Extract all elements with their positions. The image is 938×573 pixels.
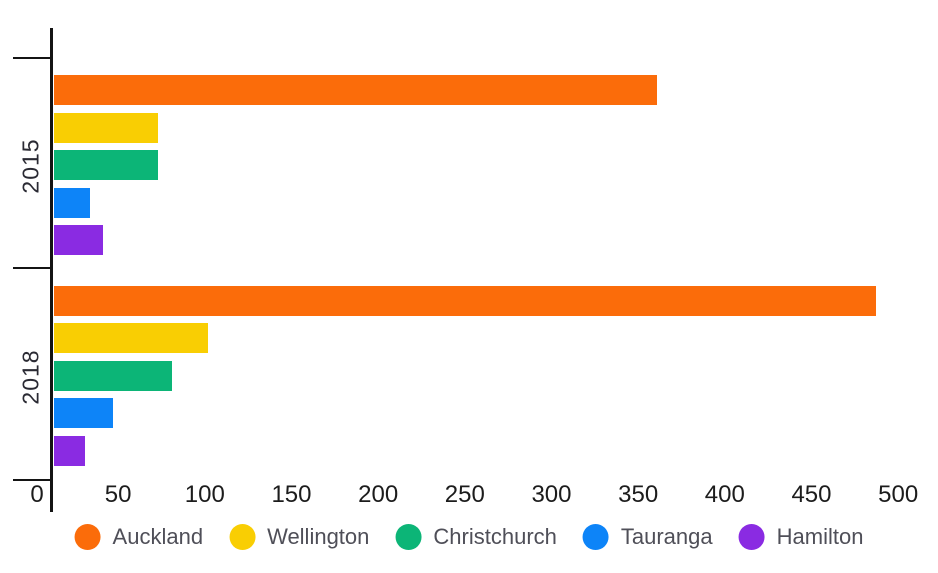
bar-2015-wellington bbox=[54, 112, 158, 143]
legend-item-auckland[interactable]: Auckland bbox=[74, 524, 204, 550]
bar-2015-hamilton bbox=[54, 225, 103, 255]
x-tick-label-100: 100 bbox=[184, 481, 225, 508]
legend-label: Tauranga bbox=[620, 524, 713, 549]
chart-legend: Auckland Wellington Christchurch Tauranga Ha… bbox=[74, 524, 864, 550]
x-tick-label-350: 350 bbox=[618, 481, 659, 508]
x-tick-label-0: 0 bbox=[30, 481, 44, 508]
category-tick bbox=[13, 57, 51, 59]
legend-dot-icon bbox=[738, 524, 765, 550]
legend-item-tauranga[interactable]: Tauranga bbox=[582, 524, 713, 550]
category-label-2015: 2015 bbox=[17, 138, 44, 194]
category-tick bbox=[13, 479, 51, 481]
x-tick-label-300: 300 bbox=[531, 481, 572, 508]
legend-item-hamilton[interactable]: Hamilton bbox=[738, 524, 864, 550]
category-tick bbox=[13, 267, 51, 269]
bar-2018-wellington bbox=[54, 323, 209, 353]
legend-label: Hamilton bbox=[776, 524, 864, 549]
legend-dot-icon bbox=[582, 524, 609, 550]
x-tick-label-150: 150 bbox=[271, 481, 312, 508]
legend-label: Christchurch bbox=[433, 524, 557, 549]
y-axis-line bbox=[50, 28, 53, 512]
bar-2018-christchurch bbox=[54, 360, 172, 391]
legend-dot-icon bbox=[74, 524, 101, 550]
x-tick-label-200: 200 bbox=[358, 481, 399, 508]
legend-label: Auckland bbox=[112, 524, 204, 549]
bar-2018-hamilton bbox=[54, 435, 86, 466]
bar-2018-tauranga bbox=[54, 398, 113, 428]
legend-label: Wellington bbox=[267, 524, 370, 549]
x-tick-label-500: 500 bbox=[878, 481, 919, 508]
bar-2018-auckland bbox=[54, 285, 876, 316]
legend-item-wellington[interactable]: Wellington bbox=[229, 524, 369, 550]
x-tick-label-400: 400 bbox=[704, 481, 745, 508]
x-tick-label-450: 450 bbox=[791, 481, 832, 508]
legend-dot-icon bbox=[395, 524, 422, 550]
category-label-2018: 2018 bbox=[17, 349, 44, 405]
bar-2015-tauranga bbox=[54, 187, 91, 218]
legend-dot-icon bbox=[229, 524, 256, 550]
bar-2015-christchurch bbox=[54, 150, 158, 180]
x-tick-label-50: 50 bbox=[104, 481, 132, 508]
bar-2015-auckland bbox=[54, 75, 658, 105]
x-tick-label-250: 250 bbox=[444, 481, 485, 508]
legend-item-christchurch[interactable]: Christchurch bbox=[395, 524, 557, 550]
